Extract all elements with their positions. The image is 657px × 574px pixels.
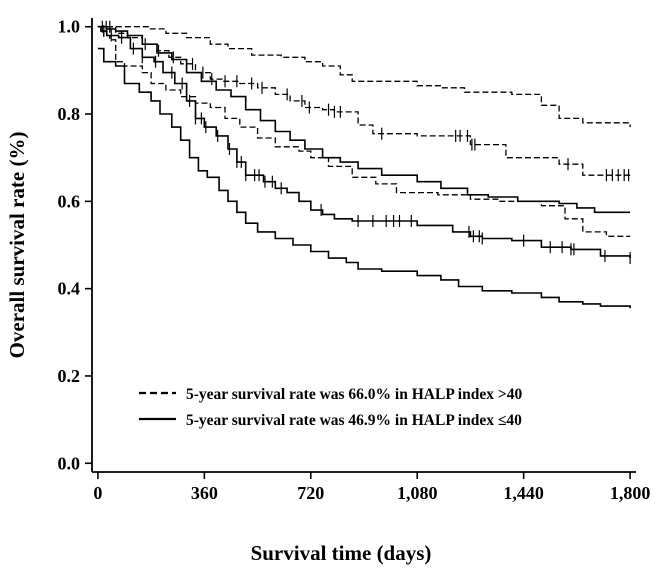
y-tick-label: 0.8: [58, 104, 81, 124]
legend-solid-label: 5-year survival rate was 46.9% in HALP i…: [186, 412, 522, 429]
legend-dashed-label: 5-year survival rate was 66.0% in HALP i…: [186, 386, 522, 403]
curves-group: [97, 25, 631, 309]
y-tick-label: 0.4: [58, 279, 81, 299]
y-axis-label: Overall survival rate (%): [5, 132, 29, 359]
x-tick-label: 1,440: [503, 483, 544, 503]
y-tick-label: 0.0: [58, 453, 81, 473]
x-tick-label: 0: [93, 483, 102, 503]
x-tick-label: 1,800: [610, 483, 651, 503]
y-tick-label: 0.6: [58, 191, 81, 211]
y-tick-label: 1.0: [58, 17, 81, 37]
axes-group: 0.0 0.2 0.4 0.6 0.8 1.0 0 360 720 1,080 1,440 1,800: [58, 17, 651, 503]
legend: 5-year survival rate was 66.0% in HALP i…: [139, 386, 522, 429]
halp-low-ci-curve: [97, 25, 631, 214]
x-axis-label: Survival time (days): [251, 541, 432, 565]
halp-high-ci-curve: [97, 26, 631, 128]
x-tick-label: 720: [297, 483, 324, 503]
halp-high-ci-curve: [97, 26, 631, 237]
halp-low-survival-curve: [97, 25, 631, 259]
x-tick-label: 360: [191, 483, 218, 503]
censor-marks-group: [101, 20, 631, 265]
halp-low-ci-curve: [97, 47, 631, 309]
y-tick-label: 0.2: [58, 366, 81, 386]
halp-high-survival-curve: [97, 26, 631, 176]
x-tick-label: 1,080: [397, 483, 438, 503]
